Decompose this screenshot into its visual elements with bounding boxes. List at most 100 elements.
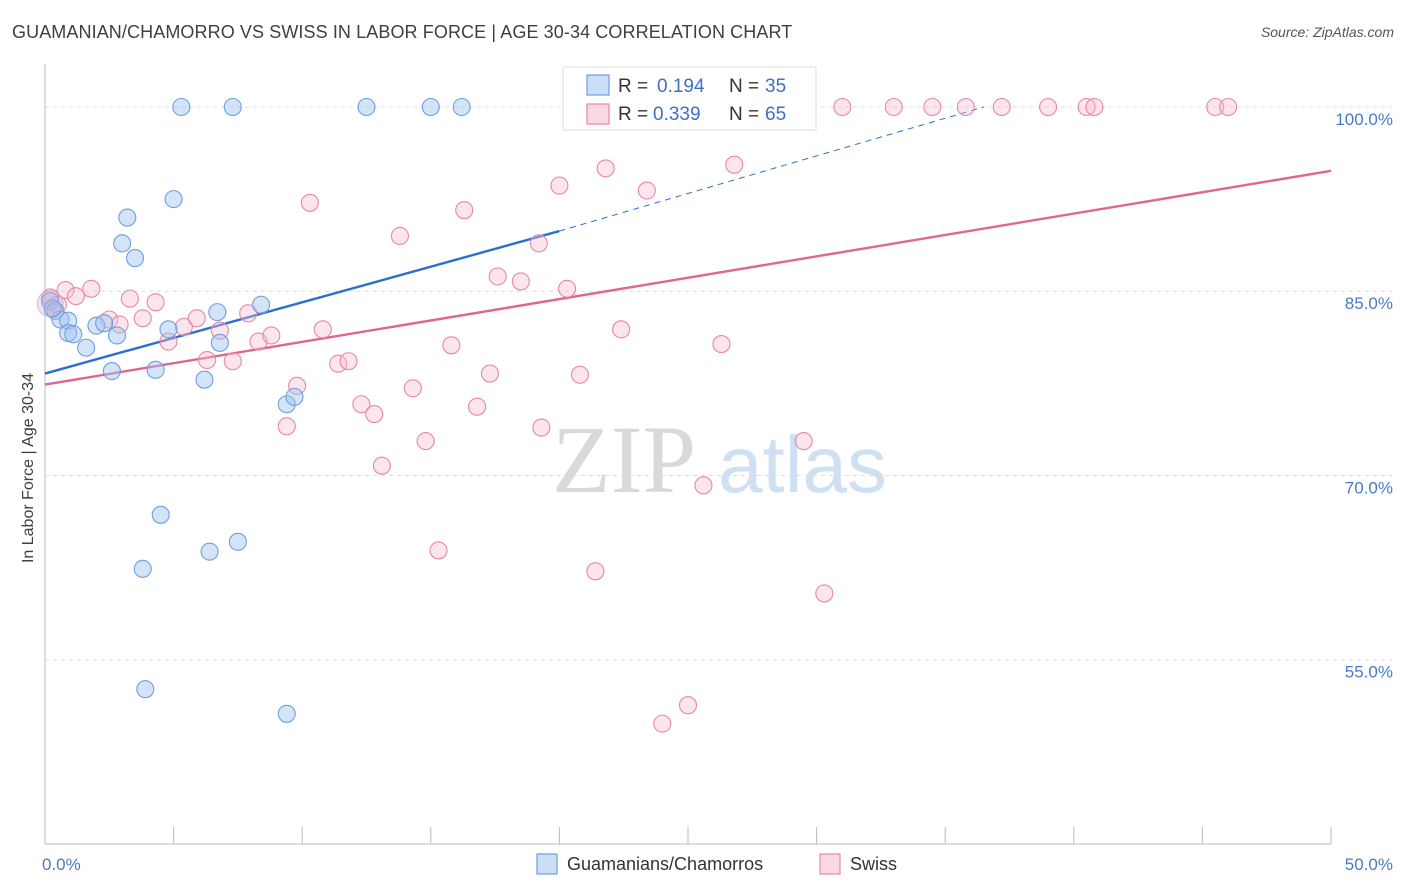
swiss-point [390, 226, 409, 246]
swiss-point [712, 335, 731, 354]
guamanian-point [251, 295, 271, 314]
guamanian-point [151, 505, 170, 524]
swiss-point [480, 364, 500, 383]
swiss-point [82, 279, 101, 298]
swiss-point [1077, 97, 1096, 117]
legend-r-label-2: R = [618, 104, 648, 125]
swiss-point [403, 379, 422, 398]
swiss-point [372, 456, 391, 475]
guamanian-point [228, 532, 247, 551]
guamanian-point [200, 542, 219, 561]
trend-lines [44, 106, 1332, 386]
guamanian-point [125, 249, 145, 268]
legend-swatch-guamanian [586, 74, 610, 96]
guamanian-point [210, 333, 229, 352]
swiss-point [1219, 97, 1238, 117]
legend-r-label-1: R = [618, 76, 648, 97]
swiss-point [239, 304, 258, 323]
data-points [36, 97, 1238, 733]
y-tick-label: 55.0% [1345, 663, 1393, 682]
swiss-point [637, 181, 656, 200]
watermark: ZIP atlas [552, 406, 887, 513]
swiss-point [197, 350, 217, 370]
guamanian-point [41, 292, 60, 311]
guamanian-point [172, 97, 191, 117]
swiss-point [416, 432, 435, 451]
guamanian-point [208, 303, 227, 322]
swiss-point [725, 155, 744, 174]
x-tick-labels: 0.0% 50.0% [42, 855, 1393, 874]
guamanian-point [164, 190, 183, 209]
y-tick-labels: 55.0% 70.0% 85.0% 100.0% [1335, 110, 1393, 682]
swiss-point [488, 267, 507, 286]
swiss-point [694, 476, 713, 495]
cluster-point [36, 290, 64, 318]
y-tick-label: 100.0% [1335, 110, 1393, 129]
guamanian-point [118, 208, 137, 227]
swiss-point [612, 320, 631, 339]
guamanian-trend-extension [559, 106, 984, 232]
guamanian-point [59, 311, 78, 330]
legend-r-value-2: 0.339 [653, 104, 701, 125]
swiss-point [66, 287, 85, 306]
swiss-point [570, 365, 590, 384]
swiss-point [352, 395, 371, 414]
guamanian-point [277, 395, 296, 414]
y-tick-label: 70.0% [1345, 478, 1393, 497]
swiss-point [174, 317, 193, 336]
swiss-point [815, 584, 834, 603]
swiss-point [146, 293, 165, 312]
legend-swatch-swiss [586, 103, 610, 125]
guamanian-point [223, 97, 242, 117]
guamanian-trend-line [44, 229, 560, 375]
axes [44, 64, 1332, 845]
swiss-point [558, 279, 577, 298]
swiss-point [1085, 97, 1104, 117]
y-tick-label: 85.0% [1345, 294, 1393, 313]
guamanian-point [357, 97, 376, 117]
gridlines [45, 106, 1392, 661]
swiss-point [110, 315, 129, 334]
y-axis-title: In Labor Force | Age 30-34 [20, 373, 37, 563]
legend-n-label-2: N = [729, 104, 759, 125]
guamanian-point [285, 387, 304, 406]
swiss-point [532, 418, 551, 437]
watermark-atlas: atlas [718, 420, 887, 509]
swiss-point [833, 97, 852, 117]
swiss-point [262, 326, 281, 345]
guamanian-point [421, 97, 440, 117]
guamanian-point [64, 325, 83, 344]
swiss-point [992, 97, 1011, 117]
swiss-point [923, 97, 942, 117]
swiss-point [653, 714, 672, 733]
source-label: Source: ZipAtlas.com [1260, 24, 1394, 40]
guamanian-point [159, 320, 178, 339]
guamanian-point [43, 299, 62, 318]
guamanian-point [102, 362, 121, 381]
x-tick-label-min: 0.0% [42, 855, 81, 874]
series-legend-swatch-guamanian [536, 853, 558, 875]
guamanian-point [136, 680, 155, 699]
swiss-point [339, 352, 358, 371]
legend-n-value-1: 35 [765, 76, 786, 97]
swiss-trend-line [44, 169, 1332, 386]
swiss-point [288, 376, 307, 395]
guamanian-point [46, 301, 65, 320]
swiss-point [120, 289, 139, 308]
swiss-point [300, 193, 319, 212]
swiss-point [550, 176, 569, 195]
legend-r-value-1: 0.194 [657, 76, 705, 97]
guamanian-point [277, 704, 296, 723]
series-legend-swiss: Swiss [850, 854, 897, 874]
series-legend-swatch-swiss [819, 853, 841, 875]
swiss-point [529, 234, 548, 253]
swiss-point [187, 309, 206, 328]
swiss-point [277, 417, 296, 436]
guamanian-point [113, 234, 132, 253]
swiss-point [956, 97, 975, 117]
swiss-point [210, 321, 229, 340]
swiss-point [365, 405, 384, 424]
swiss-point [455, 201, 474, 220]
swiss-point [133, 309, 152, 328]
